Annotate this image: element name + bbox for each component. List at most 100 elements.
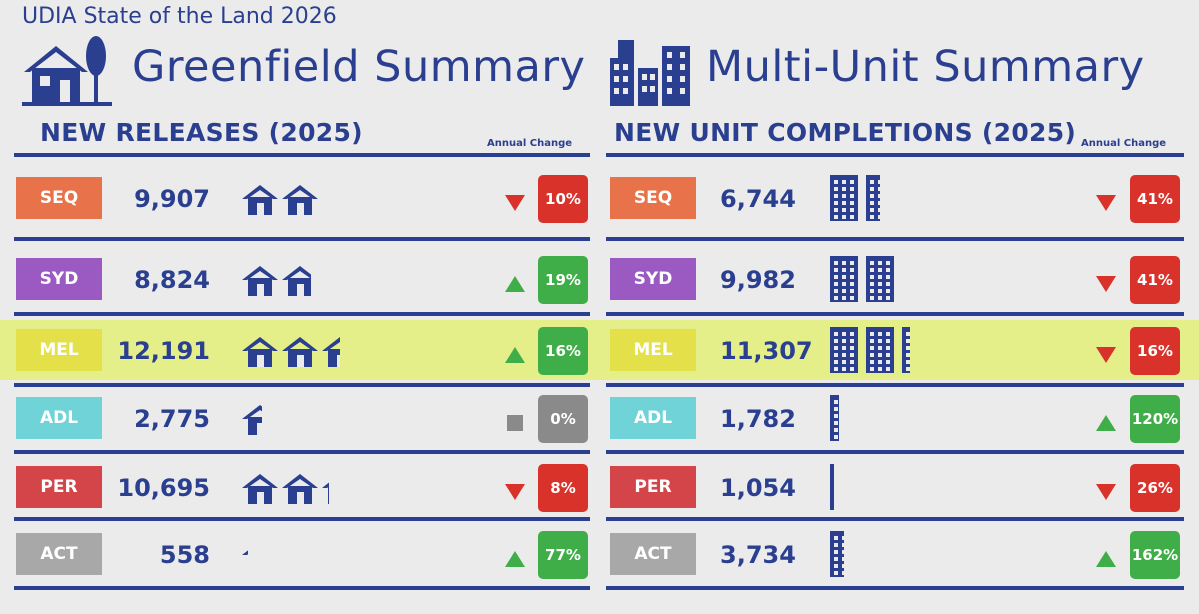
annual-change-badge: 16% bbox=[538, 327, 588, 375]
region-value: 1,782 bbox=[720, 405, 796, 433]
row-divider bbox=[14, 153, 590, 157]
row-divider bbox=[14, 586, 590, 590]
new-releases-heading: NEW RELEASES (2025) bbox=[40, 118, 363, 147]
building-icon bbox=[830, 464, 834, 510]
region-value: 6,744 bbox=[720, 185, 796, 213]
region-badge-mel: MEL bbox=[610, 329, 696, 371]
arrow-down-icon bbox=[505, 484, 525, 500]
house-icons bbox=[242, 403, 262, 435]
building-icon bbox=[830, 327, 858, 373]
table-row: ACT 558 77% bbox=[0, 531, 1199, 581]
table-row: PER 1,054 26% bbox=[0, 464, 1199, 514]
house-icon bbox=[322, 482, 329, 504]
region-value: 8,824 bbox=[134, 266, 210, 294]
annual-change-badge: 41% bbox=[1130, 256, 1180, 304]
apartment-buildings-icon bbox=[610, 40, 690, 106]
row-divider bbox=[606, 237, 1184, 241]
annual-change-badge: 10% bbox=[538, 175, 588, 223]
highlight-band-mel bbox=[0, 320, 1199, 380]
arrow-up-icon bbox=[1096, 415, 1116, 431]
row-divider bbox=[14, 237, 590, 241]
house-icons bbox=[242, 472, 329, 504]
house-icon bbox=[282, 474, 318, 504]
house-icons bbox=[242, 539, 248, 571]
new-unit-completions-heading: NEW UNIT COMPLETIONS (2025) bbox=[614, 118, 1077, 147]
house-icon bbox=[282, 185, 318, 215]
building-icons bbox=[828, 531, 844, 577]
annual-change-label: Annual Change bbox=[487, 138, 573, 149]
building-icon bbox=[830, 531, 844, 577]
region-value: 9,907 bbox=[134, 185, 210, 213]
table-row: SEQ 6,744 41% bbox=[0, 175, 1199, 225]
table-row: MEL 11,307 16% bbox=[0, 327, 1199, 377]
region-badge-act: ACT bbox=[16, 533, 102, 575]
region-badge-seq: SEQ bbox=[610, 177, 696, 219]
house-icon bbox=[242, 185, 278, 215]
multiunit-title: Multi-Unit Summary bbox=[706, 42, 1145, 92]
building-icons bbox=[828, 175, 880, 221]
region-value: 1,054 bbox=[720, 474, 796, 502]
region-value: 558 bbox=[159, 541, 210, 569]
row-divider bbox=[606, 312, 1184, 316]
table-row: SEQ 9,907 10% bbox=[0, 175, 1199, 225]
table-row: SYD 9,982 41% bbox=[0, 256, 1199, 306]
house-icon bbox=[242, 266, 278, 296]
row-divider bbox=[606, 450, 1184, 454]
house-tree-icon bbox=[22, 36, 112, 106]
region-badge-adl: ADL bbox=[610, 397, 696, 439]
row-divider bbox=[14, 517, 590, 521]
table-row: ADL 1,782 120% bbox=[0, 395, 1199, 445]
arrow-down-icon bbox=[505, 195, 525, 211]
table-row: MEL 12,191 16% bbox=[0, 327, 1199, 377]
table-row: ADL 2,775 0% bbox=[0, 395, 1199, 445]
row-divider bbox=[14, 383, 590, 387]
annual-change-badge: 19% bbox=[538, 256, 588, 304]
building-icons bbox=[828, 256, 896, 302]
table-row: SYD 8,824 19% bbox=[0, 256, 1199, 306]
building-icons bbox=[828, 395, 839, 441]
building-icon bbox=[902, 327, 910, 373]
region-value: 9,982 bbox=[720, 266, 796, 294]
house-icon bbox=[242, 474, 278, 504]
region-value: 10,695 bbox=[117, 474, 210, 502]
row-divider bbox=[606, 517, 1184, 521]
arrow-up-icon bbox=[505, 276, 525, 292]
region-badge-per: PER bbox=[610, 466, 696, 508]
row-divider bbox=[606, 383, 1184, 387]
annual-change-badge: 8% bbox=[538, 464, 588, 512]
annual-change-badge: 16% bbox=[1130, 327, 1180, 375]
row-divider bbox=[14, 312, 590, 316]
building-icon bbox=[866, 327, 894, 373]
building-icon bbox=[866, 256, 894, 302]
arrow-up-icon bbox=[1096, 551, 1116, 567]
building-icons bbox=[828, 327, 910, 373]
table-row: PER 10,695 8% bbox=[0, 464, 1199, 514]
house-icon bbox=[322, 337, 340, 367]
house-icon bbox=[242, 337, 278, 367]
annual-change-badge: 77% bbox=[538, 531, 588, 579]
house-icon bbox=[282, 337, 318, 367]
region-badge-act: ACT bbox=[610, 533, 696, 575]
arrow-up-icon bbox=[505, 347, 525, 363]
house-icons bbox=[242, 335, 340, 367]
arrow-down-icon bbox=[1096, 484, 1116, 500]
region-value: 2,775 bbox=[134, 405, 210, 433]
annual-change-badge: 41% bbox=[1130, 175, 1180, 223]
house-icon bbox=[242, 550, 248, 555]
arrow-down-icon bbox=[1096, 276, 1116, 292]
house-icon bbox=[242, 405, 262, 435]
arrow-down-icon bbox=[1096, 195, 1116, 211]
region-badge-syd: SYD bbox=[610, 258, 696, 300]
building-icon bbox=[830, 256, 858, 302]
annual-change-badge: 120% bbox=[1130, 395, 1180, 443]
greenfield-title: Greenfield Summary bbox=[132, 42, 586, 92]
house-icons bbox=[242, 264, 311, 296]
table-row: ACT 3,734 162% bbox=[0, 531, 1199, 581]
region-value: 11,307 bbox=[720, 337, 813, 365]
report-title: UDIA State of the Land 2026 bbox=[22, 4, 337, 29]
building-icon bbox=[830, 395, 839, 441]
region-value: 12,191 bbox=[117, 337, 210, 365]
region-badge-syd: SYD bbox=[16, 258, 102, 300]
region-value: 3,734 bbox=[720, 541, 796, 569]
house-icon bbox=[282, 266, 311, 296]
